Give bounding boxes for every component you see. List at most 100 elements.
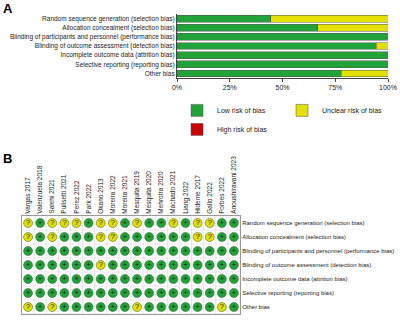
svg-text:+: + bbox=[195, 288, 200, 297]
svg-text:+: + bbox=[147, 302, 152, 311]
svg-text:+: + bbox=[232, 232, 237, 241]
svg-text:?: ? bbox=[50, 302, 55, 311]
svg-text:Vargas 2017: Vargas 2017 bbox=[24, 177, 32, 214]
svg-text:+: + bbox=[147, 218, 152, 227]
svg-text:+: + bbox=[98, 302, 103, 311]
svg-text:+: + bbox=[219, 246, 224, 255]
svg-text:?: ? bbox=[171, 218, 176, 227]
svg-text:+: + bbox=[219, 218, 224, 227]
svg-text:High risk of bias: High risk of bias bbox=[217, 126, 267, 134]
svg-text:Mesquita 2020: Mesquita 2020 bbox=[145, 171, 153, 214]
svg-text:+: + bbox=[147, 288, 152, 297]
svg-text:+: + bbox=[86, 260, 91, 269]
svg-text:Salehi 2021: Salehi 2021 bbox=[48, 179, 55, 214]
svg-text:+: + bbox=[183, 302, 188, 311]
svg-text:+: + bbox=[38, 232, 43, 241]
svg-text:?: ? bbox=[98, 232, 103, 241]
svg-text:+: + bbox=[123, 232, 128, 241]
svg-text:+: + bbox=[135, 288, 140, 297]
svg-text:+: + bbox=[159, 260, 164, 269]
svg-text:+: + bbox=[123, 302, 128, 311]
svg-text:+: + bbox=[50, 246, 55, 255]
svg-text:+: + bbox=[232, 274, 237, 283]
svg-text:+: + bbox=[195, 260, 200, 269]
svg-text:?: ? bbox=[62, 218, 67, 227]
svg-text:Unclear risk of bias: Unclear risk of bias bbox=[322, 107, 382, 114]
svg-text:?: ? bbox=[26, 232, 31, 241]
svg-text:+: + bbox=[74, 246, 79, 255]
svg-text:+: + bbox=[26, 260, 31, 269]
svg-text:Blinding of outcome assessment: Blinding of outcome assessment (detectio… bbox=[35, 42, 175, 50]
svg-text:+: + bbox=[159, 274, 164, 283]
svg-text:+: + bbox=[86, 274, 91, 283]
svg-text:+: + bbox=[38, 218, 43, 227]
svg-text:+: + bbox=[110, 288, 115, 297]
svg-text:+: + bbox=[207, 260, 212, 269]
svg-text:+: + bbox=[38, 260, 43, 269]
svg-text:+: + bbox=[62, 232, 67, 241]
svg-text:?: ? bbox=[195, 218, 200, 227]
svg-text:+: + bbox=[159, 302, 164, 311]
svg-text:+: + bbox=[171, 288, 176, 297]
svg-text:+: + bbox=[62, 260, 67, 269]
svg-text:?: ? bbox=[111, 232, 116, 241]
svg-text:+: + bbox=[135, 260, 140, 269]
svg-text:?: ? bbox=[26, 218, 31, 227]
svg-text:?: ? bbox=[207, 218, 212, 227]
svg-text:+: + bbox=[159, 232, 164, 241]
svg-text:+: + bbox=[38, 274, 43, 283]
svg-text:+: + bbox=[110, 274, 115, 283]
svg-text:Blinding of outcome assessment: Blinding of outcome assessment (detectio… bbox=[242, 262, 371, 268]
svg-text:+: + bbox=[74, 260, 79, 269]
svg-text:?: ? bbox=[207, 232, 212, 241]
svg-text:+: + bbox=[38, 302, 43, 311]
svg-text:Valenzuela 2018: Valenzuela 2018 bbox=[36, 165, 43, 213]
svg-text:+: + bbox=[38, 246, 43, 255]
svg-text:+: + bbox=[38, 288, 43, 297]
svg-text:Moreira 2022: Moreira 2022 bbox=[109, 175, 116, 214]
svg-text:+: + bbox=[183, 232, 188, 241]
svg-text:+: + bbox=[207, 302, 212, 311]
svg-text:+: + bbox=[232, 260, 237, 269]
svg-text:+: + bbox=[232, 246, 237, 255]
svg-text:Machado 2021: Machado 2021 bbox=[170, 170, 177, 213]
svg-text:+: + bbox=[110, 246, 115, 255]
svg-text:+: + bbox=[86, 302, 91, 311]
svg-text:+: + bbox=[183, 260, 188, 269]
svg-text:+: + bbox=[232, 302, 237, 311]
svg-text:+: + bbox=[98, 246, 103, 255]
svg-text:75%: 75% bbox=[328, 84, 342, 91]
svg-text:?: ? bbox=[26, 302, 31, 311]
svg-text:100%: 100% bbox=[379, 84, 397, 91]
svg-text:Mehrotra 2020: Mehrotra 2020 bbox=[157, 171, 164, 214]
svg-text:+: + bbox=[183, 218, 188, 227]
svg-text:+: + bbox=[98, 274, 103, 283]
svg-text:+: + bbox=[86, 246, 91, 255]
svg-text:50%: 50% bbox=[275, 84, 289, 91]
svg-text:Random sequence generation (se: Random sequence generation (selection bi… bbox=[42, 15, 175, 23]
svg-text:+: + bbox=[62, 246, 67, 255]
svg-text:+: + bbox=[207, 274, 212, 283]
svg-text:+: + bbox=[219, 260, 224, 269]
svg-text:Hideme 2017: Hideme 2017 bbox=[194, 175, 201, 214]
svg-text:?: ? bbox=[98, 218, 103, 227]
svg-text:Anoushiravani 2023: Anoushiravani 2023 bbox=[230, 156, 237, 214]
svg-text:+: + bbox=[147, 232, 152, 241]
svg-text:+: + bbox=[26, 288, 31, 297]
svg-text:Okano 2013: Okano 2013 bbox=[97, 178, 104, 214]
svg-text:+: + bbox=[50, 288, 55, 297]
svg-text:Mesquita 2019: Mesquita 2019 bbox=[133, 171, 141, 214]
svg-text:?: ? bbox=[220, 302, 225, 311]
svg-text:+: + bbox=[74, 232, 79, 241]
svg-text:+: + bbox=[123, 288, 128, 297]
svg-text:+: + bbox=[171, 232, 176, 241]
svg-text:+: + bbox=[171, 260, 176, 269]
svg-text:+: + bbox=[183, 288, 188, 297]
svg-text:+: + bbox=[195, 246, 200, 255]
svg-text:+: + bbox=[207, 288, 212, 297]
svg-text:+: + bbox=[86, 232, 91, 241]
svg-text:Incomplete outcome data (attri: Incomplete outcome data (attrition bias) bbox=[61, 51, 175, 59]
svg-text:Incomplete outcome data (attri: Incomplete outcome data (attrition bias) bbox=[242, 276, 347, 282]
svg-text:Liang 2022: Liang 2022 bbox=[182, 181, 190, 214]
svg-text:+: + bbox=[110, 302, 115, 311]
